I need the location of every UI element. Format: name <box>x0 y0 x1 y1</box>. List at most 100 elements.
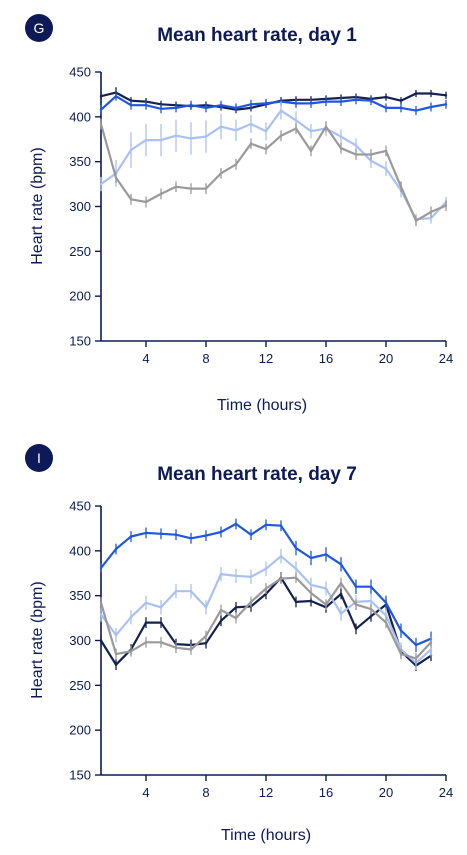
series-line <box>99 123 447 222</box>
y-tick-label: 400 <box>69 543 91 558</box>
data-point <box>324 125 328 128</box>
data-point <box>354 603 358 606</box>
data-point <box>129 650 133 653</box>
chart-title: Mean heart rate, day 7 <box>157 464 357 485</box>
series-line <box>100 109 447 221</box>
data-point <box>159 621 163 624</box>
data-point <box>309 556 313 560</box>
data-point <box>369 99 373 102</box>
x-tick-label: 20 <box>379 351 393 366</box>
data-point <box>429 210 433 214</box>
data-point <box>279 134 283 137</box>
data-point <box>234 616 238 620</box>
data-point <box>204 606 208 609</box>
data-point <box>204 106 208 110</box>
y-axis-label: Heart rate (bpm) <box>29 147 46 264</box>
data-point <box>279 577 283 580</box>
data-point <box>99 613 103 616</box>
y-tick-label: 400 <box>69 109 91 124</box>
data-point <box>219 619 223 622</box>
data-point <box>99 601 103 605</box>
data-point <box>129 148 133 152</box>
data-point <box>309 129 313 133</box>
panel-i: I Mean heart rate, day 7 Time (hours) He… <box>25 444 453 844</box>
data-point <box>339 581 343 585</box>
data-point <box>114 663 118 666</box>
data-point <box>144 601 148 605</box>
data-point <box>189 103 193 107</box>
data-point <box>309 102 313 105</box>
x-tick-label: 12 <box>259 351 273 366</box>
data-point <box>324 587 328 590</box>
data-point <box>174 106 178 110</box>
x-tick-label: 4 <box>142 351 149 366</box>
y-tick-label: 300 <box>69 633 91 648</box>
data-point <box>354 144 358 147</box>
data-point <box>264 102 268 105</box>
data-point <box>204 187 208 190</box>
data-point <box>294 576 298 579</box>
data-point <box>264 523 268 527</box>
data-point <box>384 149 388 153</box>
data-point <box>174 589 178 593</box>
data-point <box>339 147 343 150</box>
data-point <box>114 547 118 551</box>
series-1 <box>99 87 448 114</box>
data-point <box>159 641 163 644</box>
x-tick-label: 12 <box>259 785 273 800</box>
data-point <box>174 185 178 188</box>
data-point <box>174 533 178 536</box>
data-point <box>234 163 238 166</box>
y-tick-label: 350 <box>69 154 91 169</box>
panel-label: I <box>37 450 41 466</box>
data-point <box>189 187 193 190</box>
data-point <box>144 531 148 535</box>
data-point <box>339 100 343 103</box>
series-4 <box>99 118 448 227</box>
data-point <box>309 591 313 595</box>
y-tick-label: 450 <box>69 65 91 80</box>
data-point <box>429 105 433 109</box>
data-point <box>279 555 283 558</box>
data-point <box>414 657 418 660</box>
data-point <box>414 643 418 647</box>
data-point <box>294 567 298 570</box>
panel-label-badge <box>25 14 53 42</box>
y-tick-label: 150 <box>69 768 91 783</box>
y-tick-label: 250 <box>69 244 91 259</box>
data-point <box>189 537 193 540</box>
data-point <box>129 615 133 619</box>
data-point <box>294 119 298 122</box>
data-point <box>204 135 208 138</box>
data-point <box>384 614 388 617</box>
data-point <box>219 172 223 175</box>
series-4 <box>99 572 433 664</box>
data-point <box>204 634 208 638</box>
y-tick-label: 350 <box>69 588 91 603</box>
data-point <box>294 546 298 550</box>
data-point <box>414 92 418 95</box>
data-point <box>99 108 103 111</box>
data-point <box>129 103 133 107</box>
data-point <box>429 92 433 95</box>
series-line <box>100 95 447 112</box>
y-tick-label: 300 <box>69 199 91 214</box>
data-point <box>294 127 298 130</box>
data-point <box>174 646 178 649</box>
data-point <box>144 138 148 142</box>
data-point <box>249 122 253 126</box>
data-point <box>369 585 373 588</box>
data-point <box>249 103 253 106</box>
x-tick-label: 4 <box>142 785 149 800</box>
data-point <box>144 621 148 624</box>
data-point <box>189 137 193 140</box>
data-point <box>189 589 193 593</box>
data-point <box>369 159 373 162</box>
data-point <box>114 633 118 637</box>
data-point <box>399 106 403 110</box>
data-point <box>129 535 133 538</box>
data-point <box>234 574 238 578</box>
data-point <box>234 129 238 132</box>
data-point <box>399 652 403 656</box>
